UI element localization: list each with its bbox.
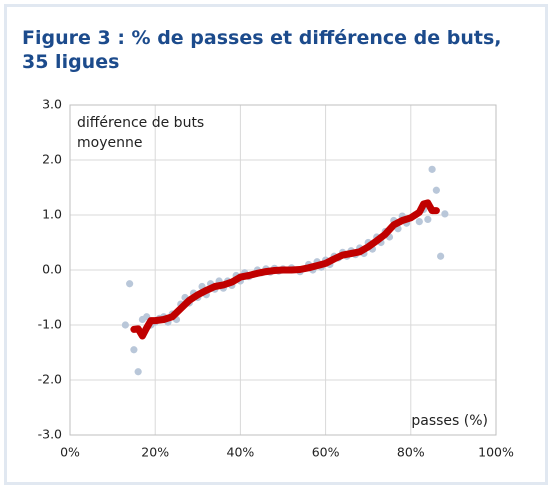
y-tick-label: 3.0	[42, 97, 62, 112]
trend-line	[130, 199, 440, 340]
scatter-point	[415, 218, 423, 226]
y-tick-label: 2.0	[42, 152, 62, 167]
scatter-point	[134, 368, 142, 376]
chart-title: Figure 3 : % de passes et différence de …	[22, 27, 502, 73]
y-tick-label: -3.0	[38, 427, 62, 442]
scatter-point	[130, 346, 138, 354]
plot-border	[69, 104, 497, 436]
x-tick-label: 20%	[141, 445, 169, 460]
y-tick-label: -1.0	[38, 317, 62, 332]
y-tick-label: -2.0	[38, 372, 62, 387]
frame	[4, 4, 548, 485]
scatter-point	[428, 165, 436, 173]
y-tick-label: 1.0	[42, 207, 62, 222]
scatter-point	[437, 252, 445, 260]
x-tick-label: 80%	[397, 445, 425, 460]
x-axis-label: passes (%)	[411, 413, 488, 429]
scatter-point	[424, 215, 432, 223]
scatter-point	[126, 280, 134, 288]
scatter-point	[121, 321, 129, 329]
x-tick-label: 0%	[60, 445, 80, 460]
scatter-point	[432, 186, 440, 194]
scatter-point	[441, 210, 449, 218]
x-tick-label: 100%	[478, 445, 514, 460]
y-axis-label: différence de buts moyenne	[77, 115, 205, 151]
x-tick-label: 40%	[227, 445, 255, 460]
x-tick-label: 60%	[312, 445, 340, 460]
y-tick-label: 0.0	[42, 262, 62, 277]
